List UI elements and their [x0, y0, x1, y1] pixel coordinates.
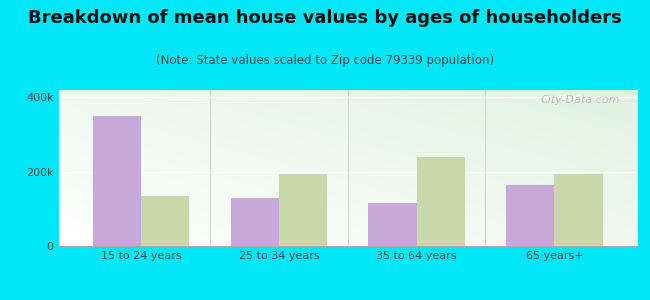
Legend: Zip code 79339, Texas: Zip code 79339, Texas — [239, 296, 457, 300]
Text: (Note: State values scaled to Zip code 79339 population): (Note: State values scaled to Zip code 7… — [156, 54, 494, 67]
Text: Breakdown of mean house values by ages of householders: Breakdown of mean house values by ages o… — [28, 9, 622, 27]
Bar — [554, 174, 603, 246]
Bar — [231, 198, 279, 246]
Text: City-Data.com: City-Data.com — [540, 95, 619, 105]
Bar — [369, 203, 417, 246]
Bar — [141, 196, 189, 246]
Bar — [506, 185, 554, 246]
Bar — [417, 157, 465, 246]
Bar — [279, 174, 327, 246]
Bar — [93, 116, 141, 246]
